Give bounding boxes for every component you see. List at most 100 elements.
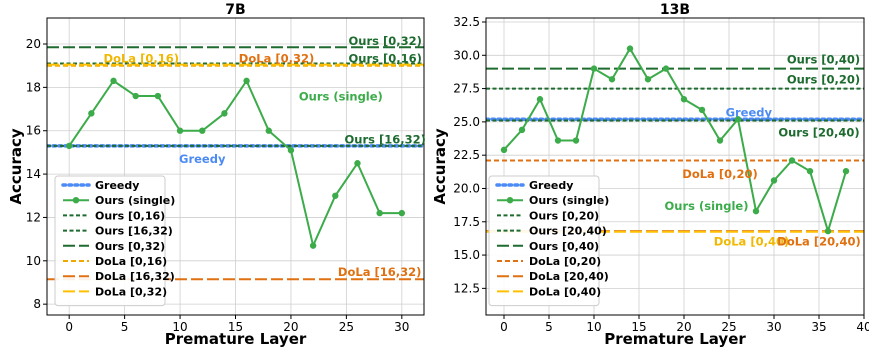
- chart-0-point: [376, 209, 383, 217]
- chart-0-point: [65, 142, 73, 150]
- chart-1-point: [716, 137, 724, 144]
- chart-1-ytick-label: 25.0: [453, 115, 480, 129]
- chart-1-ytick-label: 30.0: [453, 48, 480, 62]
- chart-1-annotation: DoLa [0,40): [714, 235, 789, 249]
- chart-1-point: [572, 137, 580, 144]
- chart-1-point: [698, 106, 706, 114]
- chart-0-xtick-label: 10: [172, 320, 187, 334]
- chart-1-title: 13B: [660, 2, 690, 18]
- chart-13b: 0 5 10 15 20 25 30 35 40 12.5 15.0 17.5 20.0 22.5 25.0…: [431, 2, 869, 348]
- chart-1-point: [770, 177, 778, 184]
- chart-1-legend-label: Ours [0,20): [529, 209, 599, 222]
- chart-1-annotation: Greedy: [726, 106, 773, 120]
- chart-1-annotation: DoLa [20,40): [777, 235, 860, 249]
- chart-0-ytick-label: 8: [33, 297, 41, 311]
- chart-0-point: [132, 92, 139, 100]
- chart-1-xtick-label: 10: [586, 320, 601, 334]
- chart-1-ytick-label: 17.5: [453, 215, 480, 229]
- chart-1-annotation: Ours (single): [665, 199, 749, 213]
- chart-0-xtick-label: 5: [121, 320, 129, 334]
- chart-0-point: [176, 127, 184, 134]
- chart-0-ytick-label: 18: [26, 80, 41, 94]
- chart-0-annotation: DoLa [16,32): [338, 265, 421, 279]
- chart-0-annotation: Greedy: [179, 152, 226, 166]
- chart-0-title: 7B: [225, 2, 245, 18]
- chart-0-point: [398, 209, 406, 217]
- chart-1-point: [752, 207, 760, 215]
- chart-1-point: [554, 137, 562, 144]
- chart-1-legend-label: Ours [0,40): [529, 240, 599, 253]
- chart-1-xlabel: Premature Layer: [604, 330, 746, 348]
- chart-0-legend-label: DoLa [16,32): [95, 270, 175, 283]
- chart-0-ylabel: Accuracy: [7, 128, 25, 204]
- chart-1-ytick-label: 27.5: [453, 82, 480, 96]
- chart-1-annotation: Ours [20,40): [778, 126, 859, 140]
- chart-1-ytick-label: 15.0: [453, 248, 480, 262]
- chart-1-point: [626, 45, 634, 52]
- chart-1-legend-label: Ours [20,40): [529, 225, 607, 238]
- chart-0-xtick-label: 20: [283, 320, 298, 334]
- chart-0-point: [287, 147, 295, 154]
- chart-1-xtick-label: 30: [766, 320, 781, 334]
- chart-1-ytick-label: 32.5: [453, 15, 480, 29]
- chart-1-point: [734, 116, 742, 123]
- chart-1-legend-label: DoLa [0,20): [529, 255, 601, 268]
- chart-1-xtick-label: 25: [721, 320, 736, 334]
- chart-1-xtick-label: 15: [631, 320, 646, 334]
- chart-1-point: [680, 96, 688, 103]
- chart-1-point: [824, 227, 832, 235]
- chart-0-legend-label: Greedy: [95, 179, 139, 192]
- chart-0-point: [199, 127, 206, 134]
- chart-0-xtick-label: 15: [228, 320, 243, 334]
- chart-0-legend-label: Ours (single): [95, 194, 175, 207]
- chart-0-point: [154, 92, 162, 100]
- chart-0-point: [88, 110, 95, 117]
- chart-0-ytick-label: 10: [26, 254, 41, 268]
- chart-0-ytick-label: 14: [26, 167, 41, 181]
- chart-0-point: [221, 110, 228, 117]
- chart-0-legend-label: Ours [0,32): [95, 240, 165, 253]
- chart-1-point: [788, 157, 796, 164]
- chart-0-point: [332, 192, 339, 199]
- chart-1-point: [842, 167, 850, 175]
- chart-0-annotation: Ours [0,32): [349, 34, 422, 48]
- chart-1-ytick-label: 22.5: [453, 148, 480, 162]
- chart-0-legend-label: Ours [0,16): [95, 209, 165, 222]
- chart-1-annotation: Ours [0,20): [787, 72, 860, 86]
- chart-0-xlabel: Premature Layer: [165, 330, 307, 348]
- chart-0-annotation: Ours (single): [299, 89, 383, 103]
- chart-1-legend-label: Greedy: [529, 179, 573, 192]
- chart-0-series-line-0: [68, 78, 402, 249]
- chart-1-point: [590, 65, 598, 72]
- chart-0-annotation: Ours [0,16): [349, 51, 422, 65]
- chart-0-xtick-label: 30: [394, 320, 409, 334]
- chart-1-point: [608, 76, 616, 83]
- chart-1-xtick-label: 35: [811, 320, 826, 334]
- chart-1-ylabel: Accuracy: [431, 128, 449, 204]
- chart-1-annotation: Ours [0,40): [787, 52, 860, 66]
- chart-1-point: [806, 167, 814, 175]
- chart-1-ytick-label: 12.5: [453, 281, 480, 295]
- chart-0-legend-label: DoLa [0,16): [95, 255, 167, 268]
- chart-0-point: [243, 77, 250, 85]
- chart-1-legend-label: DoLa [20,40): [529, 270, 609, 283]
- chart-1-point: [518, 126, 526, 134]
- chart-1-xtick-label: 20: [676, 320, 691, 334]
- chart-0-annotation: DoLa [0,16): [104, 51, 179, 65]
- chart-1-legend-label: DoLa [0,40): [529, 285, 601, 298]
- chart-1-ytick-label: 20.0: [453, 181, 480, 195]
- chart-1-point: [644, 76, 652, 83]
- chart-0-ytick-label: 12: [26, 210, 41, 224]
- chart-0-xtick-label: 0: [65, 320, 73, 334]
- chart-1-annotation: DoLa [0,20): [682, 167, 757, 181]
- chart-1-point: [536, 96, 544, 103]
- chart-0-point: [309, 242, 317, 249]
- chart-1-legend-label: Ours (single): [529, 194, 609, 207]
- chart-0-xtick-label: 25: [339, 320, 354, 334]
- chart-0-legend: Greedy Ours (single) Ours [0,16) Ours [16,3…: [54, 175, 175, 307]
- chart-7b: 0 5 10 15 20 25 30 8 10 12 14 16 18 20 7B Premature Lay…: [7, 2, 426, 348]
- chart-1-xtick-label: 40: [856, 320, 869, 334]
- chart-0-point: [265, 127, 272, 134]
- chart-1-point: [662, 65, 670, 72]
